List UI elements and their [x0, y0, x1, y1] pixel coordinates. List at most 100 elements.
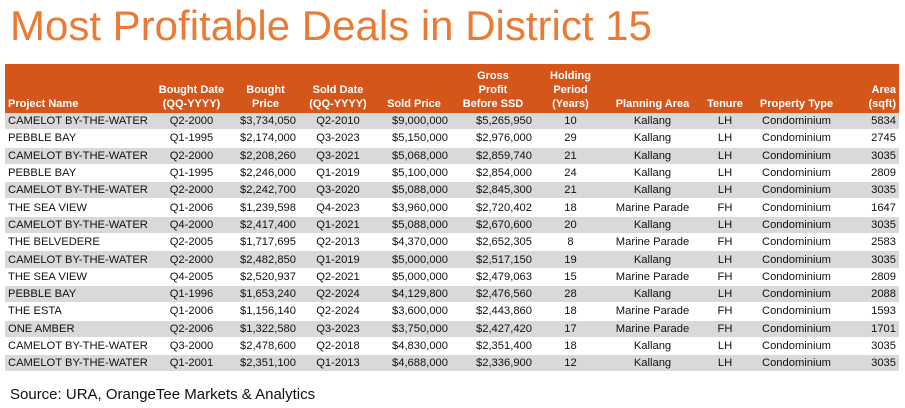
table-cell: 3035	[842, 337, 899, 356]
source-note: Source: URA, OrangeTee Markets & Analyti…	[10, 386, 316, 403]
header-cell: Planning Area	[606, 64, 699, 113]
table-cell: Condominium	[751, 147, 842, 165]
header-row: Project Name Bought Date (QQ-YYYY) Bought …	[5, 64, 899, 113]
table-cell: ONE AMBER	[5, 320, 151, 338]
table-cell: Q2-2018	[299, 337, 377, 356]
table-cell: LH	[699, 216, 751, 235]
table-cell: FH	[699, 320, 751, 338]
table-row: PEBBLE BAY Q1-1995 $2,246,000 Q1-2019 $5,100…	[5, 164, 899, 183]
table-cell: Condominium	[751, 320, 842, 338]
table-cell: CAMELOT BY-THE-WATER	[5, 337, 151, 356]
table-cell: Q2-2000	[151, 181, 232, 200]
table-cell: 1647	[842, 198, 899, 217]
table-cell: Condominium	[751, 354, 842, 373]
table-cell: $2,174,000	[232, 129, 299, 148]
table-cell: Kallang	[606, 285, 699, 304]
table-cell: Q4-2005	[151, 268, 232, 286]
table-cell: Marine Parade	[606, 320, 699, 338]
table-cell: $5,000,000	[377, 268, 451, 286]
table-cell: $5,088,000	[377, 216, 451, 235]
table-cell: Q2-2013	[299, 233, 377, 252]
table-cell: $2,476,560	[451, 285, 535, 304]
table-cell: 3035	[842, 250, 899, 269]
table-row: CAMELOT BY-THE-WATER Q2-2000 $2,208,260 Q3-…	[5, 147, 899, 165]
table-cell: THE SEA VIEW	[5, 198, 151, 217]
table-cell: $2,417,400	[232, 216, 299, 235]
table-cell: Condominium	[751, 198, 842, 217]
table-cell: $9,000,000	[377, 113, 451, 131]
table-cell: 18	[535, 198, 606, 217]
table-cell: $2,652,305	[451, 233, 535, 252]
table-cell: Condominium	[751, 285, 842, 304]
table-cell: $2,351,400	[451, 337, 535, 356]
table-cell: CAMELOT BY-THE-WATER	[5, 113, 151, 131]
table-cell: CAMELOT BY-THE-WATER	[5, 181, 151, 200]
table-cell: Q4-2000	[151, 216, 232, 235]
table-cell: 2809	[842, 268, 899, 286]
table-cell: Condominium	[751, 181, 842, 200]
table-cell: 24	[535, 164, 606, 183]
table-cell: Q2-2000	[151, 250, 232, 269]
table-cell: FH	[699, 268, 751, 286]
table-cell: Q3-2023	[299, 320, 377, 338]
header-cell: Project Name	[5, 64, 151, 113]
table-cell: $4,129,800	[377, 285, 451, 304]
table-cell: 12	[535, 354, 606, 373]
table-cell: $2,246,000	[232, 164, 299, 183]
table-cell: Condominium	[751, 302, 842, 321]
table-cell: $2,208,260	[232, 147, 299, 165]
table-cell: CAMELOT BY-THE-WATER	[5, 250, 151, 269]
table-cell: $2,336,900	[451, 354, 535, 373]
table-cell: LH	[699, 337, 751, 356]
table-cell: Kallang	[606, 216, 699, 235]
table-cell: $5,265,950	[451, 113, 535, 131]
table-cell: 1593	[842, 302, 899, 321]
table-row: CAMELOT BY-THE-WATER Q2-2000 $2,242,700 Q3-…	[5, 181, 899, 200]
table-cell: LH	[699, 285, 751, 304]
table-cell: $3,960,000	[377, 198, 451, 217]
table-cell: PEBBLE BAY	[5, 129, 151, 148]
table-row: CAMELOT BY-THE-WATER Q1-2001 $2,351,100 Q1-…	[5, 354, 899, 373]
table-cell: $5,150,000	[377, 129, 451, 148]
table-cell: 21	[535, 147, 606, 165]
table-cell: 3035	[842, 181, 899, 200]
header-cell: Bought Date (QQ-YYYY)	[151, 64, 232, 113]
table-cell: Q2-2000	[151, 147, 232, 165]
table-cell: $2,845,300	[451, 181, 535, 200]
table-cell: $3,600,000	[377, 302, 451, 321]
table-cell: $2,482,850	[232, 250, 299, 269]
table-cell: Q2-2005	[151, 233, 232, 252]
table-cell: Q1-2019	[299, 164, 377, 183]
table-cell: 18	[535, 302, 606, 321]
table-cell: $2,720,402	[451, 198, 535, 217]
table-cell: LH	[699, 129, 751, 148]
table-cell: Q1-2021	[299, 216, 377, 235]
table-cell: Q2-2024	[299, 302, 377, 321]
header-cell: Sold Date (QQ-YYYY)	[299, 64, 377, 113]
table-cell: 3035	[842, 147, 899, 165]
table-cell: Kallang	[606, 354, 699, 373]
table-cell: 21	[535, 181, 606, 200]
table-cell: $2,854,000	[451, 164, 535, 183]
table-cell: $2,351,100	[232, 354, 299, 373]
table-cell: $4,688,000	[377, 354, 451, 373]
header-cell: Bought Price	[232, 64, 299, 113]
table-cell: PEBBLE BAY	[5, 285, 151, 304]
table-cell: Condominium	[751, 216, 842, 235]
header-cell: Gross Profit Before SSD	[451, 64, 535, 113]
table-cell: Marine Parade	[606, 233, 699, 252]
table-cell: $1,717,695	[232, 233, 299, 252]
table-cell: Kallang	[606, 113, 699, 131]
table-cell: FH	[699, 302, 751, 321]
header-cell: Tenure	[699, 64, 751, 113]
table-cell: $2,427,420	[451, 320, 535, 338]
table-cell: Q1-2013	[299, 354, 377, 373]
table-cell: Condominium	[751, 164, 842, 183]
table-cell: LH	[699, 181, 751, 200]
title: Most Profitable Deals in District 15	[10, 2, 652, 49]
table-row: THE BELVEDERE Q2-2005 $1,717,695 Q2-2013 $4,…	[5, 233, 899, 252]
header-cell: Sold Price	[377, 64, 451, 113]
table-cell: 18	[535, 337, 606, 356]
table-cell: $5,068,000	[377, 147, 451, 165]
table-cell: Q2-2024	[299, 285, 377, 304]
